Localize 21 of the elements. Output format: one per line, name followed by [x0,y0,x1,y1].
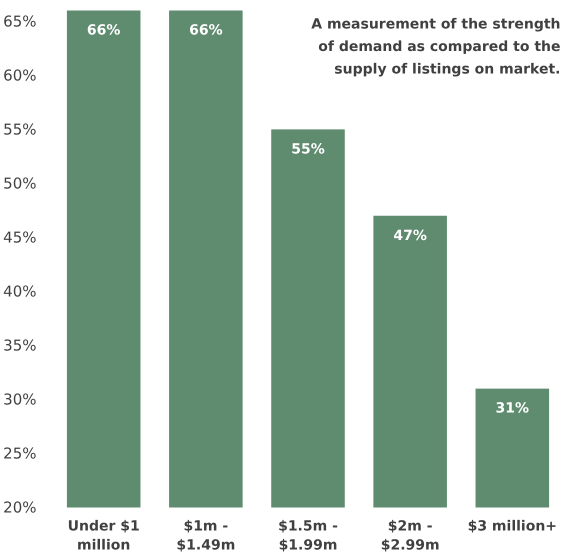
x-tick-label: Under $1 million [68,518,140,554]
y-tick-label: 20% [3,498,37,516]
x-tick-label: $2m - $2.99m [380,518,440,554]
y-tick-label: 30% [3,390,37,408]
y-tick-label: 40% [3,282,37,300]
y-tick-label: 45% [3,228,37,246]
y-tick-label: 65% [3,12,37,30]
y-tick-label: 55% [3,120,37,138]
data-label: 66% [189,22,223,38]
x-tick-label: $3 million+ [468,518,558,534]
x-tick-label: $1.5m - $1.99m [278,518,338,554]
annotation: A measurement of the strength of demand as compared to the supply of listings on market. [311,16,561,78]
data-label: 47% [393,228,427,244]
y-tick-label: 25% [3,444,37,462]
x-tick-label: $1m - $1.49m [176,518,236,554]
y-tick-label: 60% [3,66,37,84]
data-label: 66% [86,22,120,38]
y-tick-label: 35% [3,336,37,354]
data-label: 55% [291,141,325,158]
data-label: 31% [496,400,530,417]
y-tick-label: 50% [3,174,37,192]
